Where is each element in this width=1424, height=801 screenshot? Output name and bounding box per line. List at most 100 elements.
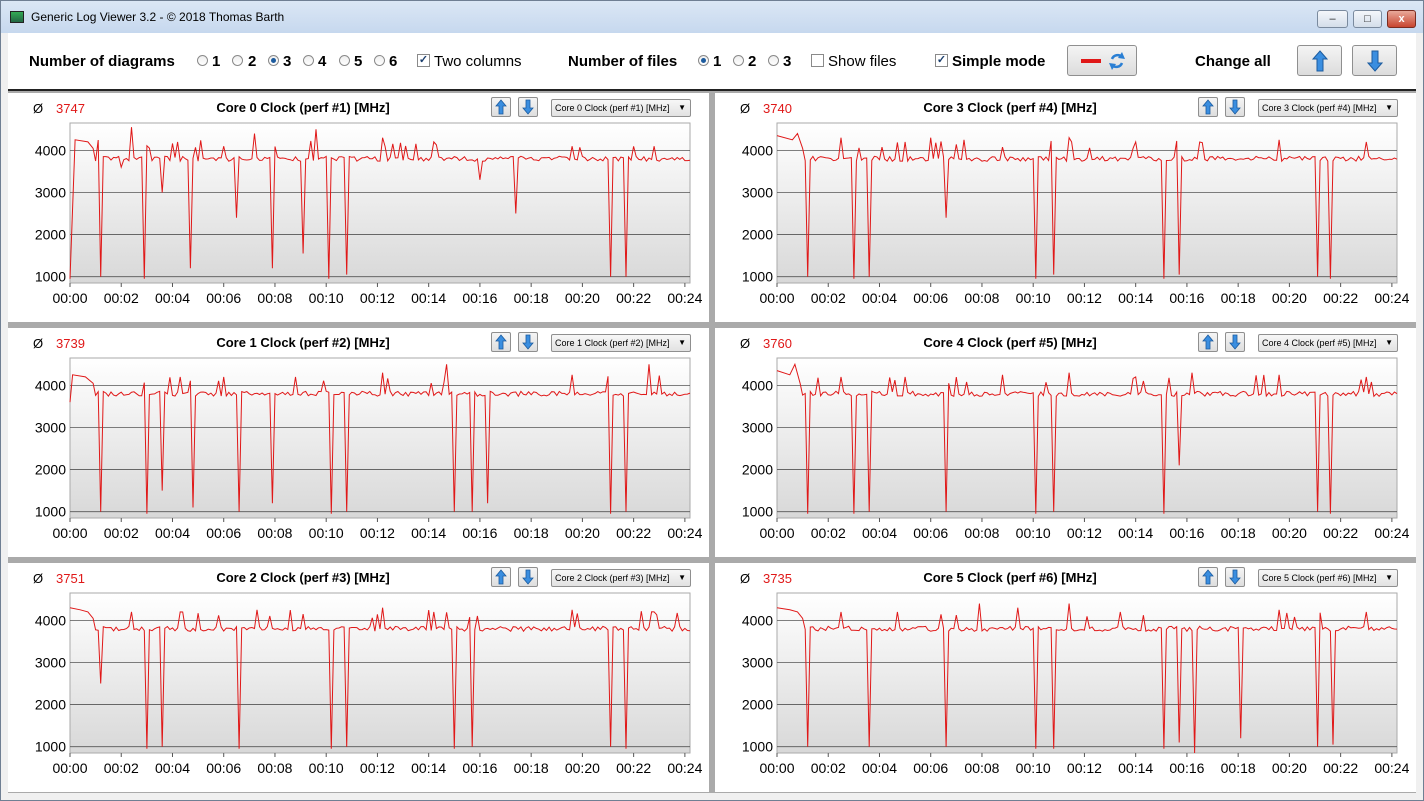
x-tick-label: 00:24 [1374, 290, 1409, 306]
x-tick-label: 00:12 [1067, 760, 1102, 776]
y-tick-label: 4000 [742, 612, 773, 628]
simple-mode-label: Simple mode [952, 53, 1046, 70]
series-selector[interactable]: Core 4 Clock (perf #5) [MHz] ▼ [1258, 334, 1398, 352]
diagram-radio-1[interactable] [197, 55, 208, 66]
move-down-button[interactable] [1225, 567, 1245, 587]
x-tick-label: 00:22 [616, 760, 651, 776]
file-radio-2[interactable] [733, 55, 744, 66]
x-tick-label: 00:06 [913, 525, 948, 541]
x-tick-label: 00:00 [52, 290, 87, 306]
move-up-button[interactable] [491, 97, 511, 117]
x-tick-label: 00:10 [1016, 290, 1051, 306]
file-radio-3[interactable] [768, 55, 779, 66]
y-tick-label: 1000 [742, 504, 773, 520]
series-selector[interactable]: Core 5 Clock (perf #6) [MHz] ▼ [1258, 569, 1398, 587]
x-tick-label: 00:06 [206, 525, 241, 541]
x-tick-label: 00:20 [565, 525, 600, 541]
diagram-radio-6[interactable] [374, 55, 385, 66]
file-radio-label: 3 [783, 53, 792, 70]
diagram-title: Core 3 Clock (perf #4) [MHz] [923, 100, 1097, 115]
simple-mode-checkbox[interactable]: ✓ [935, 54, 948, 67]
change-all-down-button[interactable] [1352, 45, 1397, 76]
x-tick-label: 00:12 [360, 290, 395, 306]
x-tick-label: 00:24 [667, 760, 702, 776]
x-tick-label: 00:02 [811, 525, 846, 541]
x-tick-label: 00:00 [759, 760, 794, 776]
line-color-button[interactable] [1067, 45, 1137, 76]
x-tick-label: 00:20 [1272, 525, 1307, 541]
move-down-button[interactable] [1225, 332, 1245, 352]
series-selector[interactable]: Core 0 Clock (perf #1) [MHz] ▼ [551, 99, 691, 117]
file-radio-1[interactable] [698, 55, 709, 66]
series-line [776, 603, 1398, 754]
series-selector-value: Core 3 Clock (perf #4) [MHz] [1262, 103, 1377, 113]
move-up-button[interactable] [491, 567, 511, 587]
chevron-down-icon: ▼ [678, 573, 686, 582]
show-files-checkbox[interactable] [811, 54, 824, 67]
diagram-radio-label: 3 [283, 53, 292, 70]
line-color-swatch [1081, 59, 1101, 63]
move-up-button[interactable] [1198, 567, 1218, 587]
diagram-title: Core 4 Clock (perf #5) [MHz] [923, 335, 1097, 350]
x-tick-label: 00:06 [913, 760, 948, 776]
plot-area [69, 592, 691, 754]
x-tick-label: 00:12 [1067, 290, 1102, 306]
x-tick-label: 00:06 [206, 290, 241, 306]
x-tick-label: 00:10 [309, 290, 344, 306]
y-tick-label: 2000 [35, 227, 66, 243]
arrow-up-icon [495, 334, 507, 350]
x-tick-label: 00:16 [1169, 525, 1204, 541]
x-tick-label: 00:08 [964, 760, 999, 776]
series-selector[interactable]: Core 2 Clock (perf #3) [MHz] ▼ [551, 569, 691, 587]
clock-chart: 1000 2000 3000 4000 00:00 00:02 00:04 00:06 00:0… [742, 122, 1410, 306]
move-up-button[interactable] [1198, 97, 1218, 117]
arrow-down-icon [1229, 334, 1241, 350]
close-button[interactable]: x [1387, 10, 1416, 28]
diagram-radio-label: 6 [389, 53, 398, 70]
plot-area [776, 122, 1398, 284]
x-tick-label: 00:20 [1272, 760, 1307, 776]
diagram-radio-3[interactable] [268, 55, 279, 66]
average-symbol: Ø [33, 571, 44, 586]
move-up-button[interactable] [1198, 332, 1218, 352]
number-of-files-label: Number of files [568, 53, 678, 70]
minimize-button[interactable]: – [1317, 10, 1348, 28]
x-tick-label: 00:16 [462, 760, 497, 776]
move-down-button[interactable] [518, 97, 538, 117]
toolbar: Number of diagrams 1 2 3 4 5 6 ✓ Two col… [8, 33, 1416, 91]
x-tick-label: 00:06 [206, 760, 241, 776]
refresh-icon [1109, 52, 1125, 70]
diagram-radio-5[interactable] [339, 55, 350, 66]
diagram-radio-label: 5 [354, 53, 363, 70]
arrow-down-icon [1229, 99, 1241, 115]
diagram-radio-4[interactable] [303, 55, 314, 66]
x-tick-label: 00:20 [565, 760, 600, 776]
series-selector[interactable]: Core 1 Clock (perf #2) [MHz] ▼ [551, 334, 691, 352]
x-tick-label: 00:12 [1067, 525, 1102, 541]
x-tick-label: 00:22 [1323, 525, 1358, 541]
two-columns-checkbox[interactable]: ✓ [417, 54, 430, 67]
chevron-down-icon: ▼ [1385, 573, 1393, 582]
average-value: 3735 [763, 571, 792, 586]
diagram-radio-2[interactable] [232, 55, 243, 66]
move-down-button[interactable] [518, 567, 538, 587]
x-tick-label: 00:18 [514, 525, 549, 541]
average-symbol: Ø [740, 101, 751, 116]
y-tick-label: 4000 [742, 377, 773, 393]
y-tick-label: 3000 [35, 654, 66, 670]
move-up-button[interactable] [491, 332, 511, 352]
x-tick-label: 00:18 [1221, 760, 1256, 776]
x-tick-label: 00:08 [964, 290, 999, 306]
x-tick-label: 00:16 [1169, 290, 1204, 306]
clock-chart: 1000 2000 3000 4000 00:00 00:02 00:04 00:06 00:0… [35, 357, 703, 541]
arrow-up-icon [1312, 50, 1328, 72]
change-all-up-button[interactable] [1297, 45, 1342, 76]
arrow-up-icon [1202, 569, 1214, 585]
title-bar[interactable]: Generic Log Viewer 3.2 - © 2018 Thomas B… [1, 1, 1423, 33]
move-down-button[interactable] [518, 332, 538, 352]
maximize-button[interactable]: □ [1353, 10, 1382, 28]
series-selector[interactable]: Core 3 Clock (perf #4) [MHz] ▼ [1258, 99, 1398, 117]
chevron-down-icon: ▼ [1385, 338, 1393, 347]
x-tick-label: 00:10 [1016, 525, 1051, 541]
move-down-button[interactable] [1225, 97, 1245, 117]
